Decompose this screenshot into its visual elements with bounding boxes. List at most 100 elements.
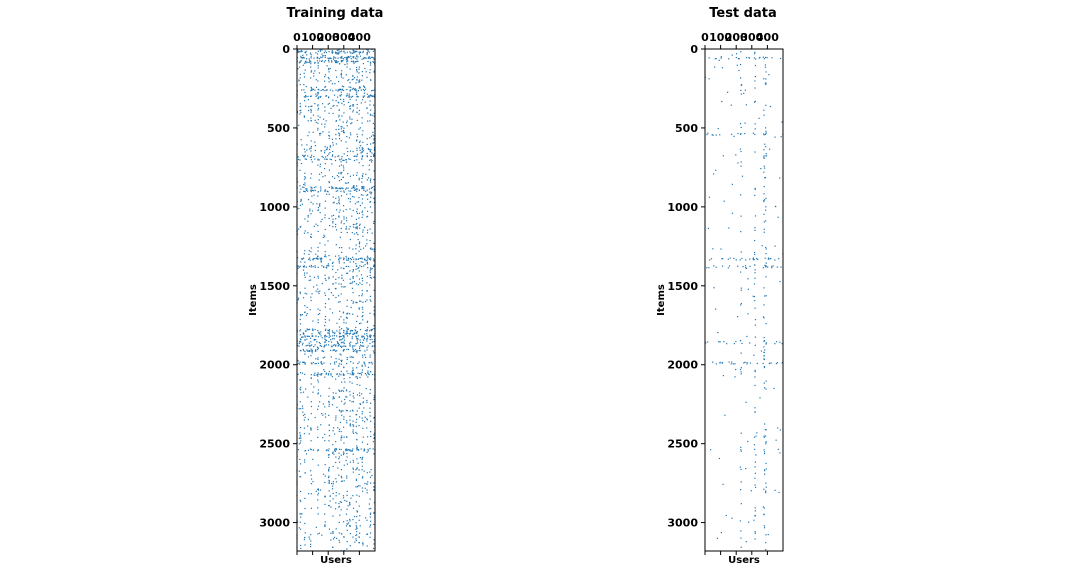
data-point [317,206,320,209]
data-point [335,138,337,140]
data-point [338,448,341,450]
data-point [324,55,326,57]
data-point [754,229,756,231]
data-point [304,507,306,510]
data-point [321,337,323,339]
data-point [356,527,358,529]
data-point [330,349,332,352]
data-point [329,363,332,365]
data-point [358,473,360,476]
data-point [346,463,348,465]
data-point [332,481,334,483]
data-point [357,96,359,98]
data-point [369,362,371,364]
data-point [727,267,729,269]
data-point [361,469,363,471]
data-point [362,436,364,438]
data-point [359,282,361,284]
data-point [369,271,371,274]
data-point [322,357,324,359]
data-point [355,326,357,328]
data-point [753,296,756,298]
data-point [335,89,337,91]
data-point [358,162,360,164]
data-point [301,372,304,374]
data-point [311,88,313,90]
data-point [349,96,351,98]
data-point [305,314,308,316]
data-point [361,150,363,153]
data-point [364,226,366,228]
data-point [354,227,357,229]
data-point [331,404,334,406]
data-point [317,164,319,166]
data-point [350,123,352,125]
data-point [297,156,299,158]
data-point [318,331,320,333]
data-point [346,136,348,138]
data-point [300,547,302,550]
data-point [359,241,361,243]
y-tick-label: 2000 [667,359,698,372]
data-point [322,473,325,475]
data-point [310,213,312,215]
data-point [317,191,319,193]
data-point [356,222,358,224]
data-point [328,78,330,80]
data-point [712,248,714,250]
data-point [372,122,374,125]
data-point [353,185,355,187]
data-point [304,544,306,546]
data-point [350,258,353,261]
data-point [300,50,302,52]
x-tick-label: 100 [301,31,324,44]
data-point [753,259,755,261]
data-point [762,56,764,58]
data-point [324,244,326,246]
data-point [366,347,368,349]
data-point [781,121,783,123]
data-point [355,283,358,285]
data-point [353,185,355,187]
data-point [300,109,302,112]
data-point [361,79,363,81]
data-point [366,321,368,323]
data-point [341,158,343,160]
data-point [356,494,358,496]
data-point [343,167,345,169]
data-point [317,246,319,249]
data-point [310,355,312,357]
data-point [331,50,333,52]
data-point [356,58,358,60]
data-point [740,231,742,233]
data-point [337,90,339,92]
data-point [779,57,782,60]
data-point [369,258,371,260]
data-point [776,266,778,268]
data-point [363,189,365,192]
data-point [763,228,765,230]
data-point [299,437,301,439]
data-point [369,62,372,64]
data-point [356,174,358,176]
data-point [349,261,351,263]
data-point [346,529,348,531]
data-point [311,154,313,156]
data-point [361,369,364,371]
data-point [362,130,364,132]
data-point [324,475,326,477]
y-tick-label: 500 [675,122,698,135]
data-point [354,187,356,189]
data-point [737,132,739,135]
data-point [346,154,348,157]
data-point [336,60,338,62]
data-point [736,316,739,318]
data-point [319,49,321,51]
data-point [319,203,321,205]
data-point [366,210,369,212]
data-point [318,159,320,161]
data-point [328,435,331,437]
data-point [352,453,354,455]
